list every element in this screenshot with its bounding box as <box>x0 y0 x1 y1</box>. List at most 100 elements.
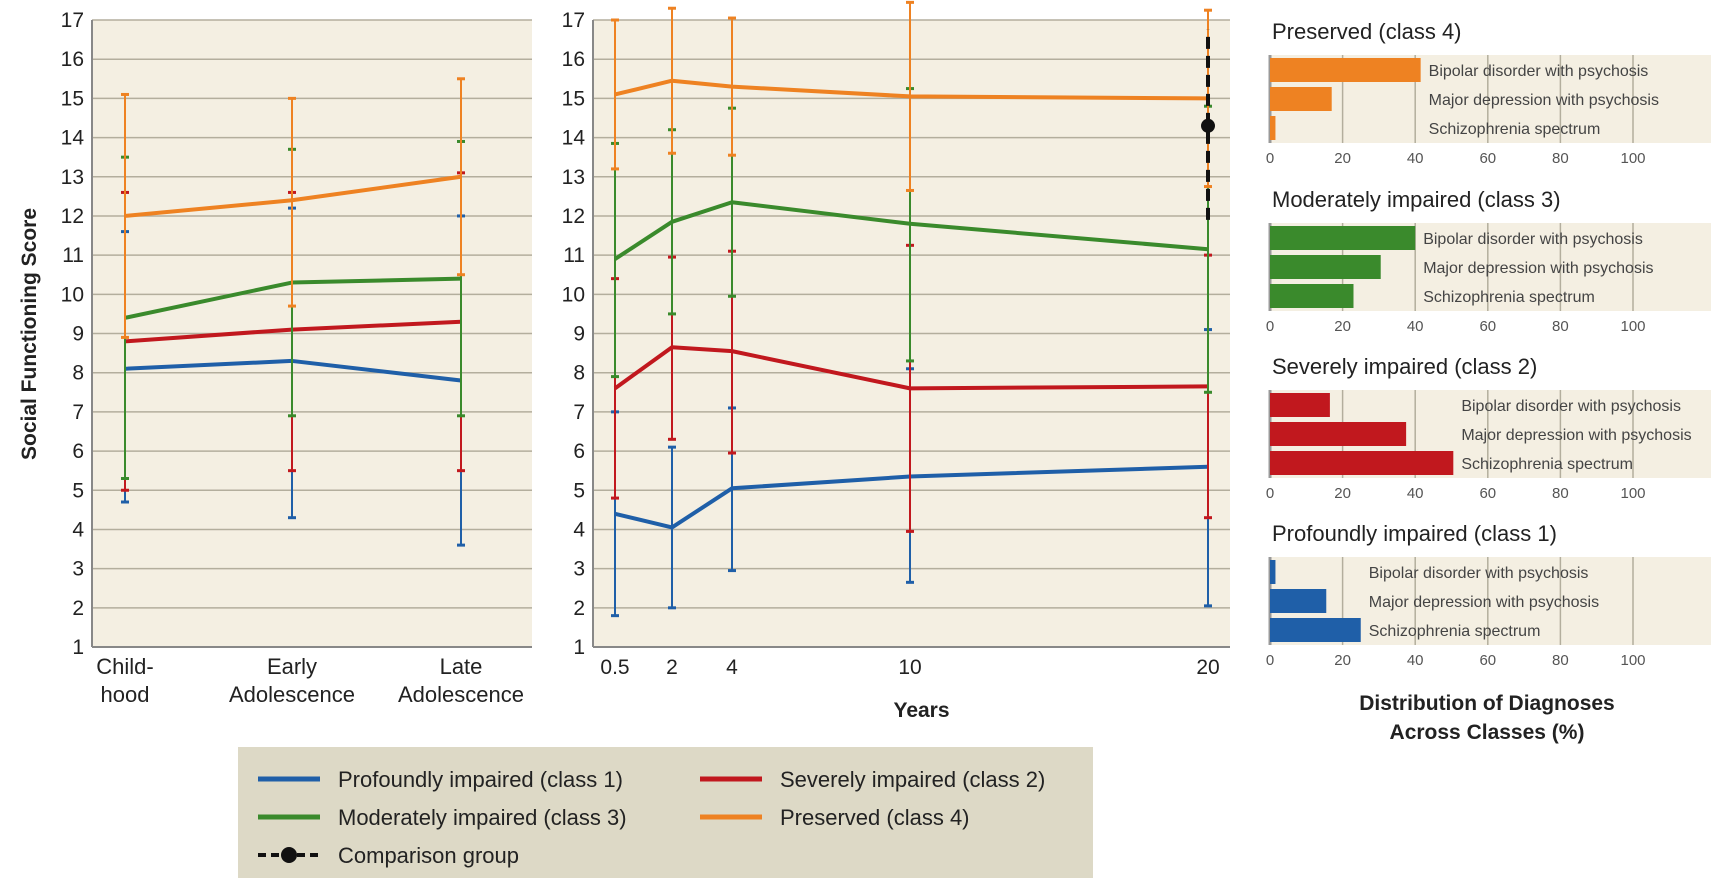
y-tick-label: 15 <box>61 87 84 110</box>
y-tick-label: 6 <box>573 440 585 463</box>
bar <box>1270 58 1421 82</box>
bar-category-label: Bipolar disorder with psychosis <box>1461 398 1681 415</box>
x-tick-label: 2 <box>666 656 678 679</box>
bar-x-tick-label: 80 <box>1552 150 1569 167</box>
y-tick-label: 3 <box>573 558 585 581</box>
bar-x-tick-label: 0 <box>1266 150 1274 167</box>
bar <box>1270 255 1381 279</box>
y-tick-label: 9 <box>573 323 585 346</box>
x-category-label: Adolescence <box>229 682 355 707</box>
bar-category-label: Major depression with psychosis <box>1461 427 1691 444</box>
x-tick-label: 4 <box>726 656 738 679</box>
legend-item: Preserved (class 4) <box>700 805 970 830</box>
bar-category-label: Bipolar disorder with psychosis <box>1369 565 1589 582</box>
legend-item: Profoundly impaired (class 1) <box>258 767 623 792</box>
y-tick-label: 11 <box>563 244 585 267</box>
y-tick-label: 16 <box>61 48 84 71</box>
bar-x-tick-label: 80 <box>1552 652 1569 669</box>
y-tick-label: 13 <box>562 166 585 189</box>
bar-x-tick-label: 100 <box>1620 150 1645 167</box>
bar-x-tick-label: 0 <box>1266 652 1274 669</box>
y-tick-label: 4 <box>573 518 585 541</box>
legend-marker <box>281 847 297 863</box>
y-tick-label: 11 <box>62 244 84 267</box>
bar-panel-title: Preserved (class 4) <box>1272 19 1462 44</box>
x-category-label: Adolescence <box>398 682 524 707</box>
line-chart-1: 1234567891011121314151617Child-hoodEarly… <box>61 9 532 707</box>
x-category-label: hood <box>101 682 150 707</box>
y-tick-label: 8 <box>72 362 84 385</box>
bar <box>1270 284 1354 308</box>
bar-axis-title-line1: Distribution of Diagnoses <box>1359 692 1615 715</box>
y-tick-label: 10 <box>61 283 84 306</box>
bar-x-tick-label: 0 <box>1266 485 1274 502</box>
bar-x-tick-label: 100 <box>1620 652 1645 669</box>
x-tick-label: 10 <box>898 656 921 679</box>
bar-category-label: Bipolar disorder with psychosis <box>1423 231 1643 248</box>
bar-panel-profoundly: Profoundly impaired (class 1) 0 20 40 60 80 10… <box>1266 521 1711 669</box>
y-tick-label: 1 <box>573 636 585 659</box>
legend-item: Severely impaired (class 2) <box>700 767 1045 792</box>
bar-x-tick-label: 100 <box>1620 318 1645 335</box>
y-tick-label: 2 <box>573 597 585 620</box>
bar-panel-preserved: Preserved (class 4) 0 20 40 60 80 100 Bipolar d… <box>1266 19 1711 167</box>
y-tick-label: 12 <box>61 205 84 228</box>
legend-label: Comparison group <box>338 843 519 868</box>
bar-category-label: Schizophrenia spectrum <box>1429 121 1601 138</box>
bar-panel-severely: Severely impaired (class 2) 0 20 40 60 80 100 B… <box>1266 354 1711 502</box>
y-tick-label: 14 <box>562 127 586 150</box>
bar <box>1270 560 1276 584</box>
y-axis-title: Social Functioning Score <box>18 208 41 460</box>
y-tick-label: 8 <box>573 362 585 385</box>
legend: Profoundly impaired (class 1) Severely im… <box>238 747 1093 878</box>
bar-x-tick-label: 60 <box>1479 652 1496 669</box>
bar-category-label: Schizophrenia spectrum <box>1423 289 1595 306</box>
bar-x-tick-label: 20 <box>1334 318 1351 335</box>
bar-x-tick-label: 40 <box>1407 318 1424 335</box>
y-tick-label: 1 <box>72 636 84 659</box>
y-tick-label: 12 <box>562 205 585 228</box>
legend-label: Moderately impaired (class 3) <box>338 805 627 830</box>
bar-panel-title: Profoundly impaired (class 1) <box>1272 521 1557 546</box>
x-axis-title: Years <box>893 699 949 722</box>
bar-category-label: Schizophrenia spectrum <box>1461 456 1633 473</box>
y-tick-label: 2 <box>72 597 84 620</box>
x-category-label: Child- <box>96 654 153 679</box>
bar-x-tick-label: 80 <box>1552 318 1569 335</box>
y-tick-label: 5 <box>573 479 585 502</box>
bar <box>1270 422 1407 446</box>
bar-category-label: Schizophrenia spectrum <box>1369 623 1541 640</box>
bar-category-label: Bipolar disorder with psychosis <box>1429 63 1649 80</box>
bar-category-label: Major depression with psychosis <box>1423 260 1653 277</box>
bar-panel-title: Severely impaired (class 2) <box>1272 354 1537 379</box>
y-tick-label: 4 <box>72 518 84 541</box>
bar-x-tick-label: 40 <box>1407 150 1424 167</box>
y-tick-label: 7 <box>573 401 585 424</box>
bar <box>1270 451 1454 475</box>
bar <box>1270 589 1327 613</box>
y-tick-label: 16 <box>562 48 585 71</box>
legend-label: Severely impaired (class 2) <box>780 767 1045 792</box>
bar <box>1270 226 1416 250</box>
y-tick-label: 3 <box>72 558 84 581</box>
y-tick-label: 15 <box>562 87 585 110</box>
bar-x-tick-label: 0 <box>1266 318 1274 335</box>
bar-axis-title-line2: Across Classes (%) <box>1390 721 1585 744</box>
bar-charts: Preserved (class 4) 0 20 40 60 80 100 Bipolar d… <box>1266 19 1711 744</box>
bar <box>1270 116 1276 140</box>
legend-box <box>238 747 1093 878</box>
y-tick-label: 17 <box>562 9 585 32</box>
bar-x-tick-label: 80 <box>1552 485 1569 502</box>
x-tick-label: 20 <box>1196 656 1219 679</box>
bar <box>1270 618 1361 642</box>
bar-x-tick-label: 20 <box>1334 652 1351 669</box>
bar-category-label: Major depression with psychosis <box>1429 92 1659 109</box>
legend-label: Preserved (class 4) <box>780 805 970 830</box>
y-tick-label: 5 <box>72 479 84 502</box>
y-tick-label: 7 <box>72 401 84 424</box>
comparison-point <box>1201 118 1215 133</box>
y-tick-label: 13 <box>61 166 84 189</box>
bar-x-tick-label: 60 <box>1479 485 1496 502</box>
legend-item: Comparison group <box>258 843 519 868</box>
